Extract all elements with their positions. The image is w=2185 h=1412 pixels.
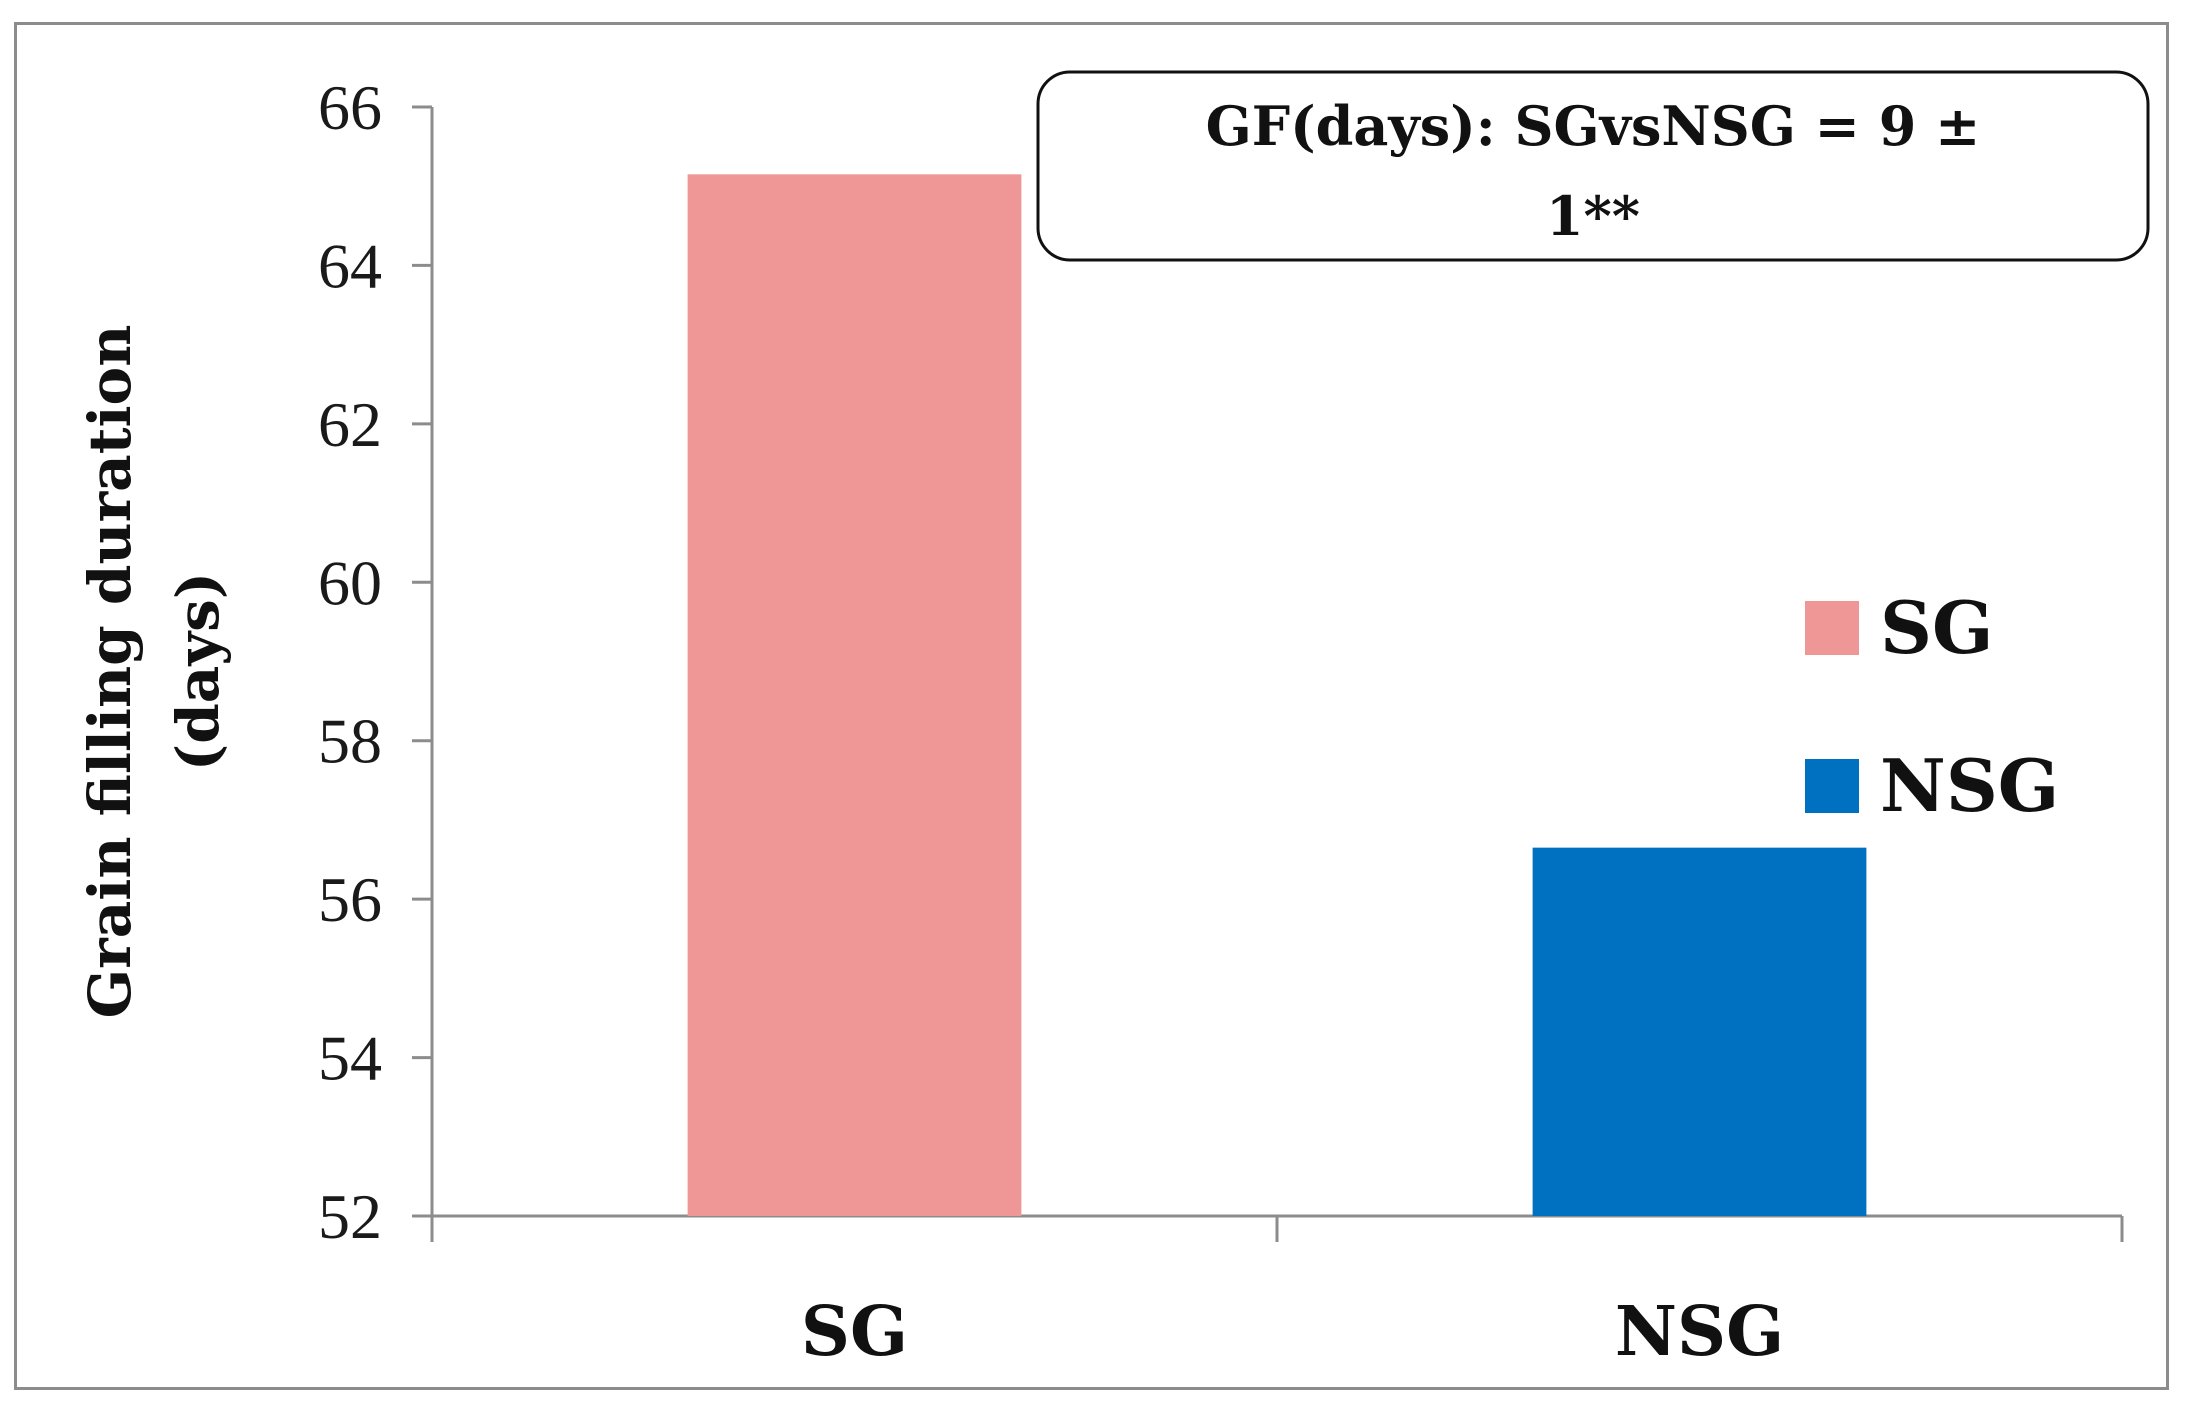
legend-label-sg: SG	[1880, 585, 1993, 670]
y-tick-label: 64	[318, 230, 382, 301]
legend-swatch-sg	[1805, 601, 1859, 655]
y-tick-label: 52	[318, 1181, 382, 1252]
x-axis: SG NSG	[430, 1214, 2124, 1372]
y-tick-label: 60	[318, 547, 382, 618]
y-axis-label-line-2: (days)	[164, 572, 232, 771]
y-tick-label: 54	[318, 1023, 382, 1094]
y-tick-label: 66	[318, 72, 382, 143]
bar-sg	[687, 174, 1022, 1216]
y-tick-label: 62	[318, 389, 382, 460]
x-category-label-nsg: NSG	[1615, 1292, 1784, 1372]
y-axis: 52 54 56 58 60 62 64 66	[318, 72, 434, 1252]
y-axis-label: Grain filling duration (days)	[76, 325, 232, 1019]
legend-label-nsg: NSG	[1880, 743, 2059, 828]
y-tick-label: 56	[318, 864, 382, 935]
x-category-label-sg: SG	[801, 1292, 908, 1372]
annotation-line-1: GF(days): SGvsNSG = 9 ±	[1206, 94, 1981, 158]
annotation-frame	[1036, 70, 2150, 262]
annotation-box: GF(days): SGvsNSG = 9 ± 1**	[1036, 70, 2150, 262]
y-axis-label-line-1: Grain filling duration	[76, 325, 144, 1019]
annotation-line-2: 1**	[1546, 184, 1640, 248]
legend-swatch-nsg	[1805, 759, 1859, 813]
bar-nsg	[1532, 847, 1867, 1216]
bars	[687, 174, 1867, 1216]
y-tick-label: 58	[318, 706, 382, 777]
legend: SG NSG	[1805, 585, 2059, 828]
